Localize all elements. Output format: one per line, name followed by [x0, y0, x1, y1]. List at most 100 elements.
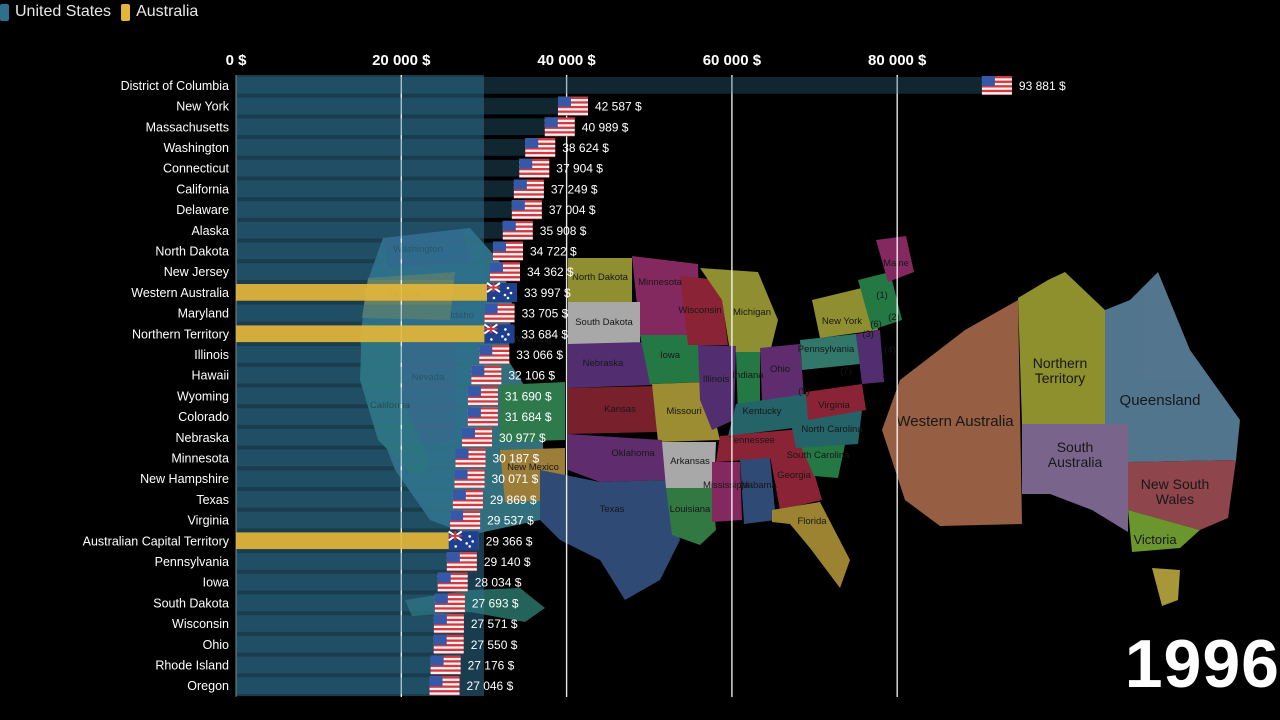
us-flag-icon [450, 510, 481, 530]
map-region-victoria [1128, 510, 1200, 552]
value-label: 33 066 $ [516, 348, 563, 362]
map-label-new-york: New York [822, 316, 862, 327]
bar-row: Oregon 27 046 $ [187, 676, 514, 696]
map-label-nebraska: Nebraska [583, 358, 624, 369]
category-label: Maryland [178, 307, 229, 321]
bar-row: Maryland 33 705 $ [178, 303, 569, 323]
us-flag-icon [454, 469, 485, 489]
legend: United States Australia [0, 2, 208, 22]
us-flag-icon [492, 241, 523, 261]
bar-row: Connecticut 37 904 $ [163, 158, 603, 178]
bar-row: New Hampshire 30 071 $ [140, 469, 539, 489]
map-label-texas: Texas [600, 504, 625, 515]
bar-row: Delaware 37 004 $ [176, 200, 596, 220]
map-label-oklahoma: Oklahoma [611, 448, 655, 459]
value-label: 28 034 $ [475, 576, 522, 590]
category-label: Connecticut [163, 162, 230, 176]
map-label-louisiana: Louisiana [670, 504, 711, 515]
legend-swatch-australia [121, 3, 131, 21]
value-label: 27 176 $ [468, 658, 515, 672]
bar-overlay [236, 470, 485, 487]
value-label: 31 684 $ [505, 410, 552, 424]
map-region-tasmania [1152, 568, 1180, 606]
bar-overlay [236, 118, 575, 136]
bar-row: California 37 249 $ [176, 179, 598, 199]
us-flag-icon [519, 158, 550, 178]
map-label-south-australia: South Australia [1048, 439, 1103, 470]
australia-flag-icon [483, 323, 515, 344]
map-label-new-mexico: New Mexico [507, 462, 559, 473]
bar-row: Iowa 28 034 $ [203, 572, 522, 592]
map-region-queensland [1105, 272, 1240, 462]
value-label: 33 684 $ [521, 327, 568, 341]
category-label: Australian Capital Territory [83, 534, 230, 548]
bar-overlay [236, 449, 486, 467]
value-label: 35 908 $ [540, 224, 587, 238]
map-state-pennsylvania [800, 334, 860, 370]
map-state-georgia [770, 452, 822, 510]
bar-row: Wisconsin 27 571 $ [172, 614, 518, 634]
bar-overlay [236, 553, 477, 570]
bar [236, 325, 515, 343]
map-state-tennessee [716, 428, 812, 462]
category-label: Iowa [203, 576, 229, 590]
value-label: 29 366 $ [486, 534, 533, 548]
bar-row: Ohio 27 550 $ [203, 634, 518, 654]
value-label: 93 881 $ [1019, 79, 1066, 93]
category-label: New York [176, 100, 230, 114]
bar-row: District of Columbia 93 881 $ [121, 76, 1066, 95]
map-state-kansas [568, 386, 658, 434]
category-label: Ohio [203, 638, 229, 652]
x-tick-label: 20 000 $ [372, 52, 431, 69]
us-flag-icon [479, 345, 510, 365]
bar-overlay [236, 180, 544, 198]
us-flag-icon [429, 676, 460, 696]
legend-item-united-states[interactable]: United States [0, 3, 111, 21]
value-label: 29 140 $ [484, 555, 531, 569]
us-flag-icon [446, 552, 477, 572]
map-label-iowa: Iowa [660, 350, 681, 361]
bar-row: Washington 38 624 $ [163, 138, 609, 158]
category-label: Oregon [187, 679, 229, 693]
map-label-missouri: Missouri [666, 406, 701, 417]
value-label: 34 722 $ [530, 244, 577, 258]
map-label-south-carolina: South Carolina [787, 450, 851, 461]
australia-flag-icon [448, 530, 479, 551]
map-state-louisiana [666, 488, 716, 545]
map-label-victoria: Victoria [1133, 532, 1177, 547]
legend-swatch-united-states [0, 3, 9, 21]
map-region-new-south-wales [1128, 460, 1236, 530]
map-label-2: (2) [888, 312, 900, 323]
value-label: 30 071 $ [492, 472, 539, 486]
category-label: Massachusetts [146, 120, 229, 134]
category-label: Nebraska [176, 431, 230, 445]
map-label-michigan: Michigan [733, 307, 771, 318]
map-label-north-carolina: North Carolina [801, 424, 863, 435]
bar-row: Virginia 29 537 $ [188, 510, 534, 530]
bar-row: Wyoming 31 690 $ [177, 386, 552, 406]
category-label: Colorado [178, 410, 229, 424]
us-flag-icon [467, 386, 498, 406]
category-label: North Dakota [155, 244, 229, 258]
map-state-florida [772, 502, 850, 588]
bar-row: Hawaii 32 106 $ [191, 365, 555, 385]
category-label: Delaware [176, 203, 229, 217]
bar-row: North Dakota 34 722 $ [155, 241, 577, 261]
map-label-1: (1) [876, 290, 888, 301]
value-label: 29 537 $ [487, 514, 534, 528]
us-flag-icon [471, 365, 502, 385]
map-label-queensland: Queensland [1120, 392, 1201, 409]
category-label: Northern Territory [132, 327, 230, 341]
map-state-michigan [700, 268, 778, 352]
bar-row: Northern Territory 33 684 $ [132, 323, 568, 344]
us-flag-icon [490, 262, 521, 282]
legend-item-australia[interactable]: Australia [121, 3, 198, 21]
map-state-kentucky [728, 394, 810, 436]
map-label-wisconsin: Wisconsin [678, 305, 721, 316]
map-label-mississippi: Mississippi [703, 480, 749, 491]
category-label: Western Australia [131, 286, 229, 300]
map-state-colorado-area [500, 382, 565, 442]
us-flag-icon [452, 490, 483, 509]
bar-overlay [236, 408, 498, 425]
us-flag-icon [525, 138, 556, 158]
